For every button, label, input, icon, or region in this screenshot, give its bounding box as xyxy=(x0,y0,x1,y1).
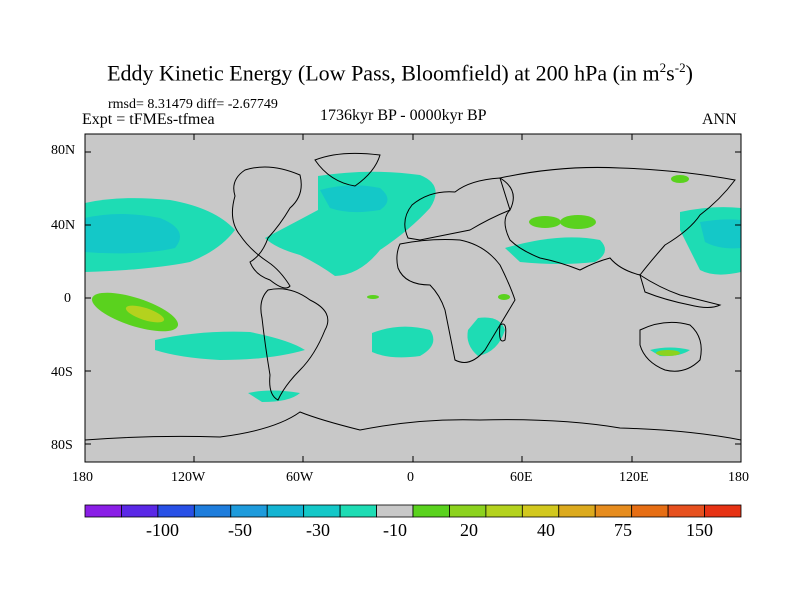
south-indian-region xyxy=(467,317,505,356)
colorbar-swatch xyxy=(594,504,633,518)
siberia-region xyxy=(671,175,689,183)
colorbar-label-4: -10 xyxy=(383,520,407,540)
colorbar-swatch xyxy=(704,504,742,518)
colorbar xyxy=(84,504,742,518)
colorbar-swatch xyxy=(449,504,487,518)
lat-label-80s: 80S xyxy=(51,438,73,453)
australia-coast xyxy=(639,321,702,372)
lat-label-eq: 0 xyxy=(64,291,71,306)
atlantic-core xyxy=(320,185,388,213)
title-mid: s xyxy=(666,60,675,86)
south-pacific-region xyxy=(155,331,305,360)
tropical-pacific-core xyxy=(125,305,165,323)
colorbar-swatch xyxy=(339,504,377,518)
asia-region xyxy=(505,237,605,264)
colorbar-swatch xyxy=(485,504,523,518)
west-pacific-core xyxy=(700,219,741,249)
colorbar-label-5: 20 xyxy=(460,520,478,540)
stats-line: rmsd= 8.31479 diff= -2.67749 xyxy=(108,97,278,112)
antarctica-coast xyxy=(84,411,742,441)
colorbar-label-3: -30 xyxy=(306,520,330,540)
south-america-coast xyxy=(260,288,329,401)
map-title: Eddy Kinetic Energy (Low Pass, Bloomfiel… xyxy=(0,60,800,86)
colorbar-swatch xyxy=(121,504,159,518)
colorbar-label-6: 40 xyxy=(537,520,555,540)
colorbar-swatch xyxy=(84,504,122,518)
negative-anomaly-regions xyxy=(91,175,689,356)
period-line: 1736kyr BP - 0000kyr BP xyxy=(320,107,487,124)
season-label: ANN xyxy=(702,111,737,128)
lat-label-40n: 40N xyxy=(51,218,76,233)
colorbar-swatch xyxy=(157,504,195,518)
title-end: ) xyxy=(685,60,693,86)
colorbar-swatch xyxy=(558,504,596,518)
title-main: Eddy Kinetic Energy (Low Pass, Bloomfiel… xyxy=(107,60,660,86)
colorbar-label-1: -100 xyxy=(146,520,179,540)
colorbar-swatch xyxy=(303,504,341,518)
lat-label-40s: 40S xyxy=(51,365,73,380)
australia-green-region xyxy=(656,350,680,356)
lon-label-120w: 120W xyxy=(171,470,206,485)
east-africa-region xyxy=(498,294,510,300)
colorbar-label-7: 75 xyxy=(614,520,632,540)
colorbar-swatch xyxy=(667,504,705,518)
colorbar-swatch xyxy=(193,504,232,518)
experiment-line: Expt = tFMEs-tfmea xyxy=(82,111,215,128)
axis-ticks xyxy=(85,134,741,462)
africa-coast xyxy=(396,239,516,363)
south-atlantic-region xyxy=(372,326,434,358)
colorbar-swatch xyxy=(412,504,450,518)
tibet-region xyxy=(560,215,596,229)
greenland-coast xyxy=(314,152,381,187)
madagascar-coast xyxy=(499,323,507,342)
colorbar-swatch xyxy=(631,504,669,518)
gulf-guinea-region xyxy=(367,295,379,299)
asia-coast xyxy=(499,166,736,276)
title-sup-1: 2 xyxy=(659,60,667,75)
lon-label-60e: 60E xyxy=(510,470,533,485)
north-pacific-core xyxy=(85,214,180,254)
lat-label-80n: 80N xyxy=(51,143,76,158)
stronger-positive-regions xyxy=(85,185,741,254)
colorbar-label-8: 150 xyxy=(686,520,713,540)
colorbar-label-2: -50 xyxy=(228,520,252,540)
title-sup-2: -2 xyxy=(674,60,686,75)
colorbar-swatch xyxy=(266,504,305,518)
north-atlantic-region xyxy=(265,171,436,276)
colorbar-swatch xyxy=(230,504,268,518)
north-america-coast xyxy=(231,166,302,289)
coastlines xyxy=(84,152,742,441)
colorbar-swatch xyxy=(521,504,560,518)
southeast-asia-coast xyxy=(639,273,722,308)
lon-label-120e: 120E xyxy=(619,470,649,485)
central-asia-region xyxy=(529,216,561,228)
lon-label-60w: 60W xyxy=(286,470,314,485)
colorbar-swatch xyxy=(376,504,414,518)
lon-label-180e: 180 xyxy=(728,470,749,485)
lon-label-0: 0 xyxy=(407,470,414,485)
lon-label-180w: 180 xyxy=(72,470,93,485)
